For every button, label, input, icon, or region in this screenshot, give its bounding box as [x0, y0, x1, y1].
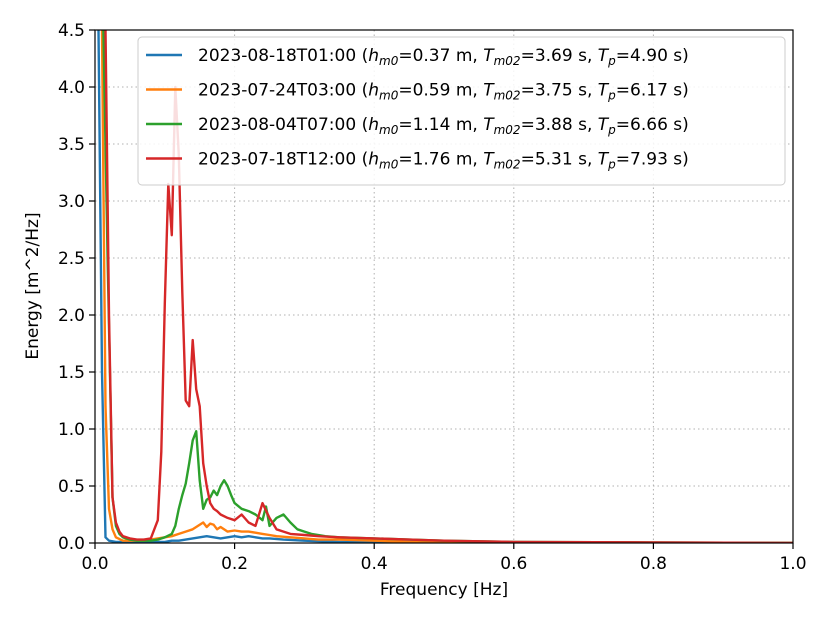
series-line-3	[104, 30, 793, 543]
series-line-2	[102, 30, 793, 543]
y-tick-label: 1.5	[58, 363, 85, 383]
plot-frame	[94, 29, 794, 544]
x-axis-label: Frequency [Hz]	[380, 580, 508, 600]
legend-entry-1: 2023-07-24T03:00 (hm0=0.59 m, Tm02=3.75 …	[198, 81, 689, 103]
y-tick-label: 0.5	[58, 477, 85, 497]
y-tick-label: 4.5	[58, 21, 85, 41]
x-tick-label: 0.8	[640, 554, 667, 574]
x-tick-label: 0.0	[81, 554, 108, 574]
y-tick-label: 4.0	[58, 78, 85, 98]
legend-box	[137, 36, 786, 186]
y-tick-label: 1.0	[58, 420, 85, 440]
legend-entry-3: 2023-07-18T12:00 (hm0=1.76 m, Tm02=5.31 …	[198, 150, 689, 172]
axis-ticks: 0.0 0.2 0.4 0.6 0.8 1.0 0.0 0.5 1.0 1.5 2.0 2.5 3.0 3…	[58, 21, 807, 574]
legend: 2023-08-18T01:00 (hm0=0.37 m, Tm02=3.69 …	[137, 36, 786, 186]
y-tick-label: 2.0	[58, 306, 85, 326]
y-axis-label: Energy [m^2/Hz]	[23, 212, 43, 359]
series-lines	[97, 30, 793, 543]
y-tick-label: 2.5	[58, 249, 85, 269]
x-tick-label: 0.4	[361, 554, 388, 574]
x-tick-label: 0.2	[221, 554, 248, 574]
y-tick-label: 3.0	[58, 192, 85, 212]
x-tick-label: 0.6	[500, 554, 527, 574]
legend-entry-0: 2023-08-18T01:00 (hm0=0.37 m, Tm02=3.69 …	[198, 46, 689, 68]
legend-entry-2: 2023-08-04T07:00 (hm0=1.14 m, Tm02=3.88 …	[198, 115, 689, 137]
y-tick-label: 0.0	[58, 534, 85, 554]
y-tick-label: 3.5	[58, 135, 85, 155]
x-tick-label: 1.0	[779, 554, 806, 574]
